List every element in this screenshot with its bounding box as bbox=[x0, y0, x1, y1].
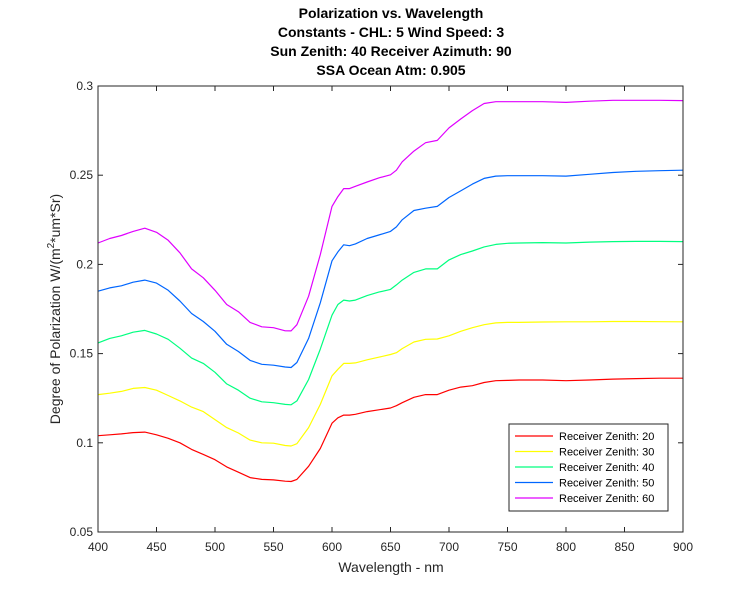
y-axis-label: Degree of Polarization W/(m2*um*Sr) bbox=[46, 194, 63, 424]
legend-label: Receiver Zenith: 20 bbox=[559, 431, 654, 443]
x-tick-label: 700 bbox=[439, 540, 459, 554]
legend-label: Receiver Zenith: 40 bbox=[559, 462, 654, 474]
x-axis: 400 450 500 550 600 650 700 750 800 850 900 bbox=[88, 86, 693, 554]
title-line-4: SSA Ocean Atm: 0.905 bbox=[316, 62, 465, 78]
x-tick-label: 750 bbox=[497, 540, 517, 554]
y-axis-label-suffix: *um*Sr) bbox=[47, 194, 63, 243]
title-line-3: Sun Zenith: 40 Receiver Azimuth: 90 bbox=[270, 43, 512, 59]
x-tick-label: 800 bbox=[556, 540, 576, 554]
legend: Receiver Zenith: 20 Receiver Zenith: 30 Re… bbox=[508, 423, 669, 512]
y-axis: 0.05 0.1 0.15 0.2 0.25 0.3 bbox=[70, 79, 683, 539]
series-lines bbox=[97, 99, 684, 483]
series-line-1 bbox=[97, 377, 683, 483]
y-axis-label-text: Degree of Polarization W/(m bbox=[47, 248, 63, 424]
legend-label: Receiver Zenith: 60 bbox=[559, 493, 654, 505]
legend-label: Receiver Zenith: 50 bbox=[559, 478, 654, 490]
x-axis-label: Wavelength - nm bbox=[338, 559, 443, 575]
y-tick-label: 0.3 bbox=[76, 79, 93, 93]
legend-label: Receiver Zenith: 30 bbox=[559, 447, 654, 459]
title-line-2: Constants - CHL: 5 Wind Speed: 3 bbox=[278, 24, 504, 40]
plot-frame bbox=[97, 85, 684, 533]
y-tick-label: 0.2 bbox=[76, 257, 93, 271]
series-line-3 bbox=[97, 240, 684, 406]
x-tick-label: 500 bbox=[205, 540, 225, 554]
x-tick-label: 650 bbox=[380, 540, 400, 554]
x-tick-label: 850 bbox=[614, 540, 634, 554]
x-tick-label: 400 bbox=[88, 540, 108, 554]
x-tick-label: 450 bbox=[146, 540, 166, 554]
x-tick-label: 600 bbox=[322, 540, 342, 554]
series-line-5 bbox=[97, 99, 684, 332]
x-tick-label: 550 bbox=[263, 540, 283, 554]
y-tick-label: 0.25 bbox=[70, 168, 94, 182]
y-tick-label: 0.05 bbox=[70, 525, 94, 539]
x-tick-label: 900 bbox=[673, 540, 693, 554]
title-line-1: Polarization vs. Wavelength bbox=[299, 5, 484, 21]
series-line-2 bbox=[97, 320, 684, 447]
y-tick-label: 0.15 bbox=[70, 347, 94, 361]
y-axis-label-superscript: 2 bbox=[46, 242, 57, 248]
series-line-4 bbox=[97, 169, 684, 369]
y-tick-label: 0.1 bbox=[76, 436, 93, 450]
chart-title: Polarization vs. Wavelength Constants - … bbox=[270, 5, 512, 78]
